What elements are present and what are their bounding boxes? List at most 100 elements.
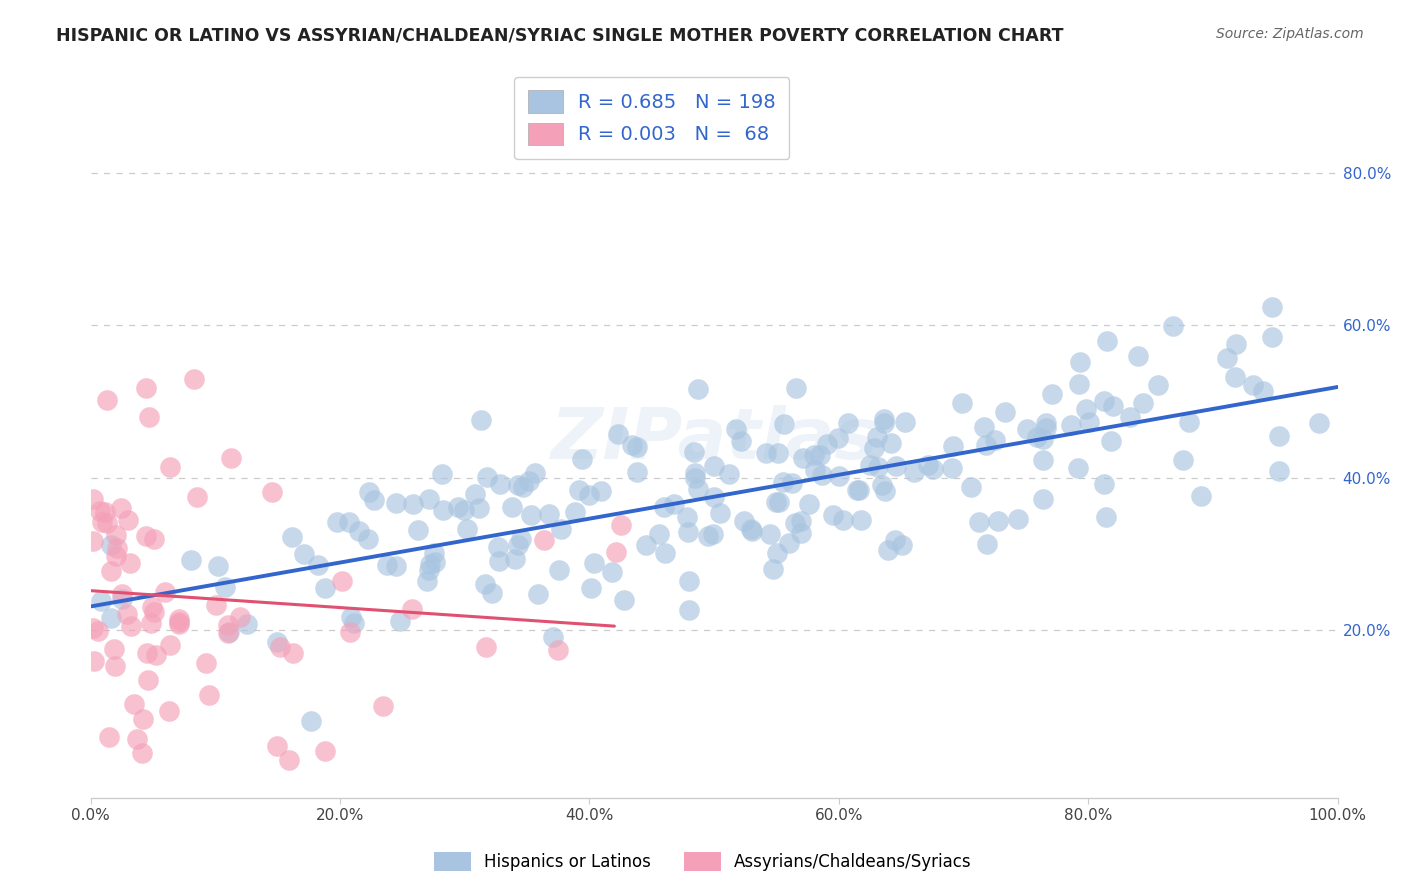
Point <box>422 546 444 560</box>
Point <box>96 392 118 407</box>
Point <box>803 448 825 462</box>
Point <box>292 547 315 561</box>
Point <box>578 488 600 502</box>
Point <box>1092 477 1115 491</box>
Point <box>837 417 859 431</box>
Point <box>605 545 627 559</box>
Point <box>131 746 153 760</box>
Point <box>790 525 813 540</box>
Point <box>797 497 820 511</box>
Point <box>1189 489 1212 503</box>
Point <box>142 532 165 546</box>
Point <box>654 546 676 560</box>
Point <box>1015 421 1038 435</box>
Point <box>1035 420 1057 434</box>
Point <box>337 515 360 529</box>
Point <box>262 485 284 500</box>
Point <box>1026 430 1049 444</box>
Point <box>214 580 236 594</box>
Text: ZIPatlas: ZIPatlas <box>550 405 877 475</box>
Point <box>207 559 229 574</box>
Point <box>357 485 380 500</box>
Point <box>678 574 700 589</box>
Point <box>821 508 844 522</box>
Point <box>520 508 543 523</box>
Point <box>408 523 430 537</box>
Point <box>541 630 564 644</box>
Point <box>846 483 869 498</box>
Point <box>1032 433 1054 447</box>
Point <box>510 533 533 547</box>
Point <box>780 476 803 491</box>
Point <box>768 495 790 509</box>
Point <box>117 607 139 622</box>
Point <box>517 474 540 488</box>
Point <box>683 471 706 485</box>
Point <box>219 450 242 465</box>
Point <box>683 466 706 480</box>
Point <box>402 497 425 511</box>
Point <box>976 536 998 550</box>
Point <box>772 475 794 490</box>
Text: HISPANIC OR LATINO VS ASSYRIAN/CHALDEAN/SYRIAC SINGLE MOTHER POVERTY CORRELATION: HISPANIC OR LATINO VS ASSYRIAN/CHALDEAN/… <box>56 27 1064 45</box>
Point <box>167 612 190 626</box>
Point <box>1032 492 1054 507</box>
Point <box>100 538 122 552</box>
Point <box>456 522 478 536</box>
Point <box>524 466 547 480</box>
Point <box>96 516 118 530</box>
Point <box>984 433 1007 447</box>
Point <box>866 430 889 444</box>
Point <box>1308 416 1330 430</box>
Point <box>474 577 496 591</box>
Point <box>1132 396 1154 410</box>
Point <box>486 541 509 555</box>
Point <box>583 556 606 570</box>
Point <box>159 638 181 652</box>
Point <box>810 467 832 482</box>
Point <box>145 648 167 662</box>
Point <box>921 461 943 475</box>
Point <box>1268 464 1291 478</box>
Point <box>277 753 299 767</box>
Point <box>766 446 789 460</box>
Point <box>135 381 157 395</box>
Point <box>1067 461 1090 475</box>
Legend: R = 0.685   N = 198, R = 0.003   N =  68: R = 0.685 N = 198, R = 0.003 N = 68 <box>515 77 790 159</box>
Point <box>94 505 117 519</box>
Point <box>976 438 998 452</box>
Point <box>717 467 740 481</box>
Point <box>82 534 104 549</box>
Point <box>1007 512 1029 526</box>
Point <box>773 417 796 431</box>
Point <box>785 381 807 395</box>
Point <box>167 617 190 632</box>
Point <box>537 508 560 522</box>
Point <box>1241 377 1264 392</box>
Point <box>266 635 288 649</box>
Point <box>1040 386 1063 401</box>
Point <box>703 490 725 504</box>
Point <box>384 496 406 510</box>
Point <box>217 617 239 632</box>
Point <box>873 416 896 430</box>
Point <box>1251 384 1274 398</box>
Point <box>432 502 454 516</box>
Point <box>120 619 142 633</box>
Point <box>1225 336 1247 351</box>
Point <box>648 527 671 541</box>
Point <box>98 730 121 744</box>
Point <box>1261 329 1284 343</box>
Point <box>950 396 973 410</box>
Point <box>204 598 226 612</box>
Point <box>1092 394 1115 409</box>
Point <box>1032 453 1054 467</box>
Point <box>1095 334 1118 349</box>
Point <box>180 553 202 567</box>
Point <box>533 533 555 548</box>
Point <box>155 584 177 599</box>
Point <box>169 615 191 629</box>
Point <box>159 459 181 474</box>
Point <box>183 372 205 386</box>
Point <box>103 641 125 656</box>
